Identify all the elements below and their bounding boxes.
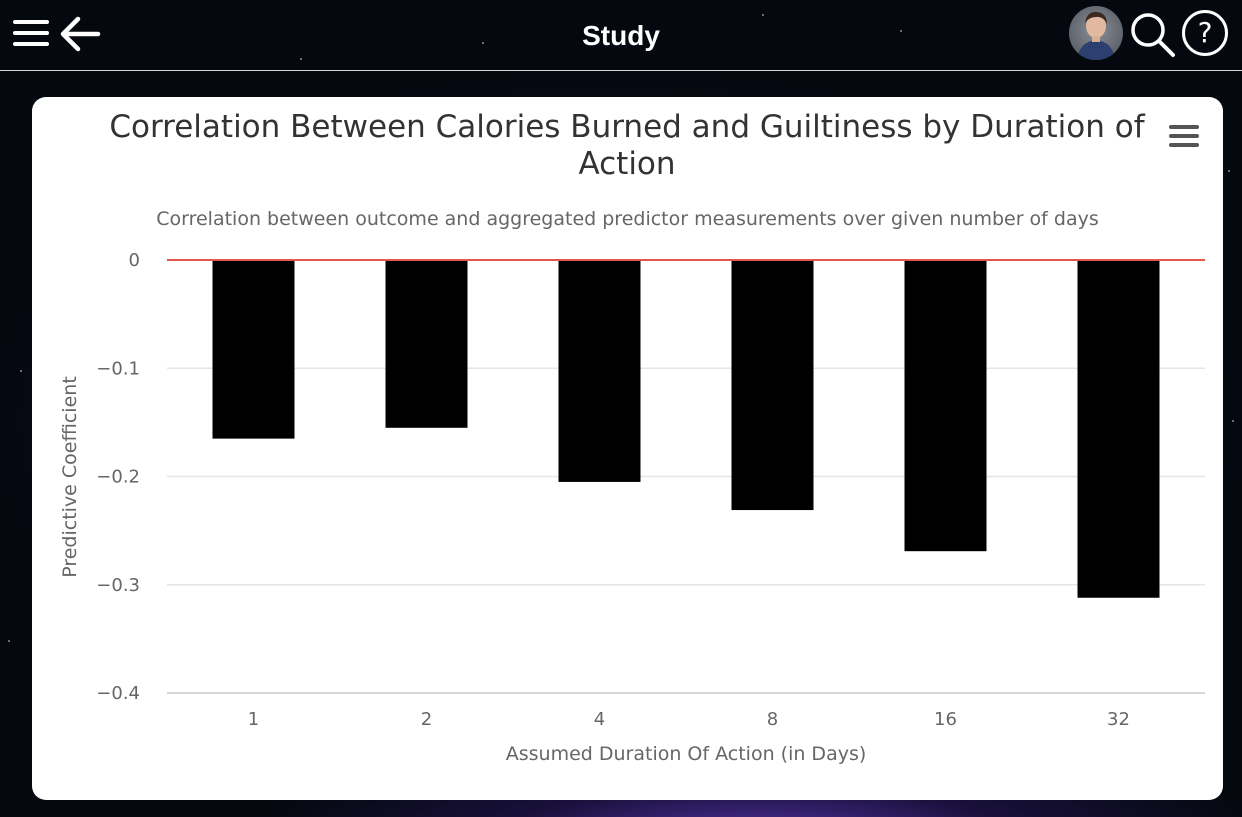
y-axis-ticks: 0 −0.1 −0.2 −0.3 −0.4 [96,250,140,704]
chart-subtitle: Correlation between outcome and aggregat… [156,208,1099,230]
chart-bars [212,260,1160,598]
y-tick-label: −0.2 [96,467,140,488]
bar-8[interactable] [731,260,814,511]
y-axis-label: Predictive Coefficient [59,376,81,578]
avatar[interactable] [1069,6,1123,60]
bar-32[interactable] [1077,260,1160,598]
search-icon[interactable] [1128,10,1176,58]
y-tick-label: −0.3 [96,575,140,596]
x-tick-label: 32 [1107,709,1130,730]
x-tick-label: 16 [934,709,957,730]
x-tick-label: 4 [594,709,605,730]
bar-2[interactable] [385,260,468,428]
user-avatar-icon [1077,11,1115,60]
chart-title: Correlation Between Calories Burned and … [109,109,1145,182]
y-tick-label: −0.4 [96,683,140,704]
bar-1[interactable] [212,260,295,439]
chart-gridlines [167,259,1205,694]
chart-card: Correlation Between Calories Burned and … [32,97,1223,800]
x-axis-ticks: 1 2 4 8 16 32 [248,709,1130,730]
help-icon[interactable]: ? [1182,10,1228,56]
y-tick-label: 0 [129,250,140,271]
hamburger-menu-icon[interactable] [13,18,49,48]
bar-16[interactable] [904,260,987,552]
x-axis-label: Assumed Duration Of Action (in Days) [506,743,867,765]
x-tick-label: 2 [421,709,432,730]
x-tick-label: 1 [248,709,259,730]
x-tick-label: 8 [767,709,778,730]
top-navigation-bar: Study ? [0,0,1242,71]
arrow-left-icon[interactable] [58,14,102,54]
bar-chart: 0 −0.1 −0.2 −0.3 −0.4 1 2 4 8 16 32 Assumed Durat… [59,250,1205,765]
chart-context-menu-icon[interactable] [1169,124,1201,150]
bar-4[interactable] [558,260,641,482]
page-title: Study [582,20,660,51]
y-tick-label: −0.1 [96,358,140,379]
